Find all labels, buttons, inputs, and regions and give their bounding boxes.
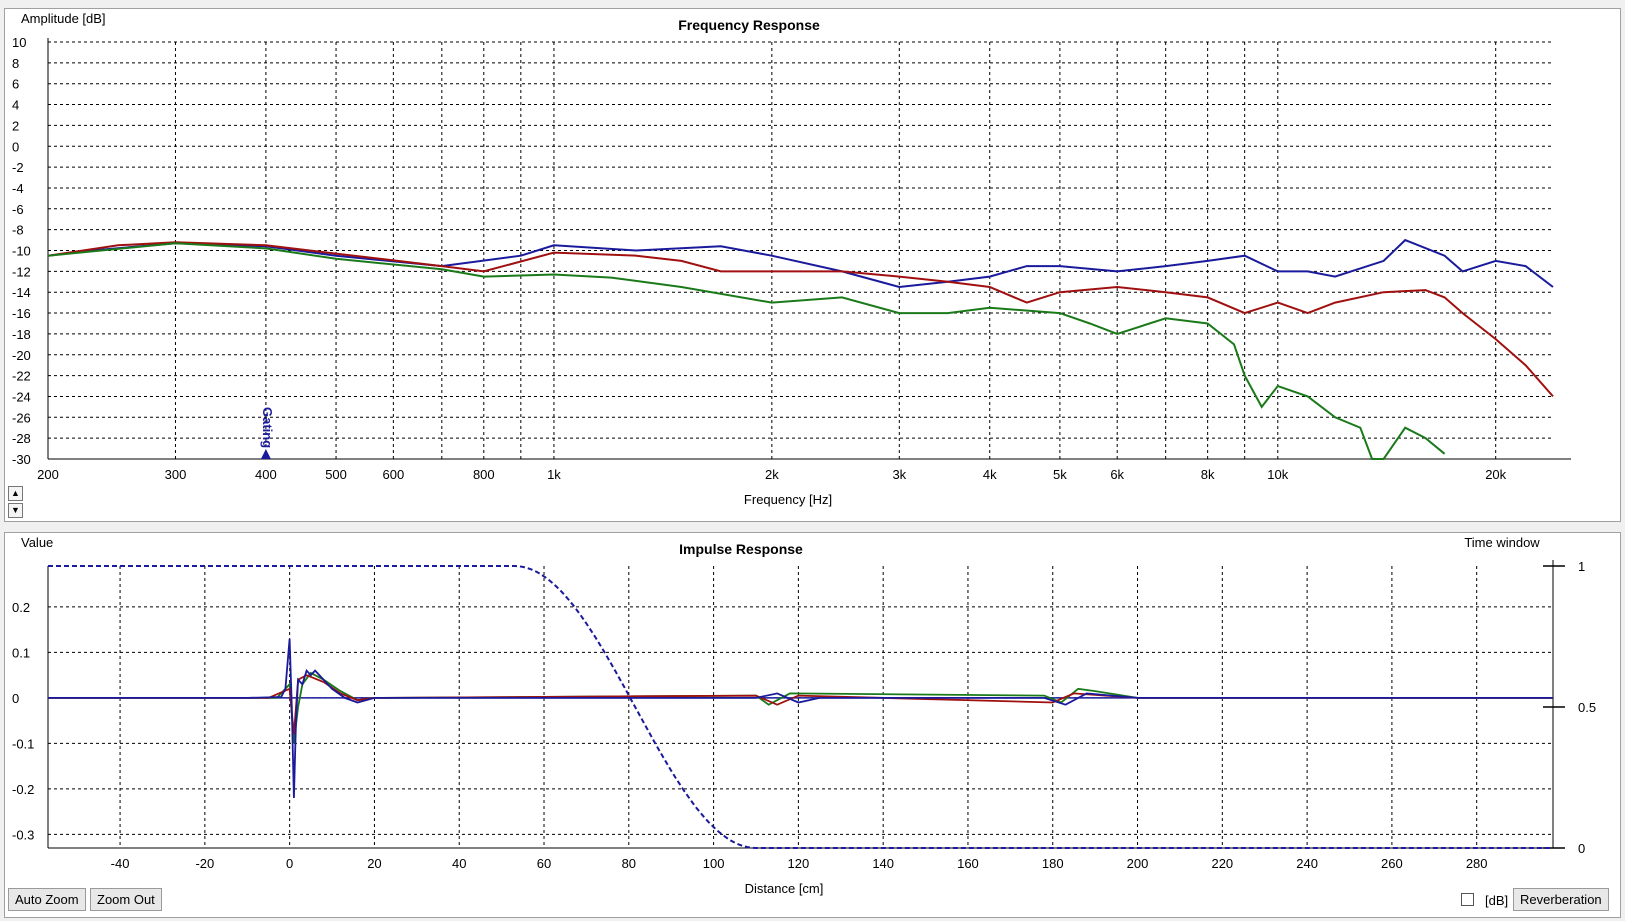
freq-y-tick-label: -20 [12, 348, 31, 363]
impulse-plot-area[interactable]: -40 -20 0 20 40 60 80 100 120 140 160 180 200 220 240 2… [12, 559, 1596, 871]
freq-y-tick-label: -18 [12, 327, 31, 342]
frequency-plot-area[interactable]: 10 8 6 4 2 0 -2 -4 -6 -8 -10 -12 -14 -16 -18 -20 -22 -24 -… [12, 35, 1571, 482]
freq-y-tick-label: -26 [12, 410, 31, 425]
freq-x-tick-label: 800 [473, 467, 495, 482]
freq-y-tick-label: -22 [12, 369, 31, 384]
freq-y-tick-label: -2 [12, 160, 24, 175]
time-window-tick-label: 0 [1578, 841, 1585, 856]
freq-y-tick-label: -4 [12, 181, 24, 196]
db-checkbox-label: [dB] [1485, 893, 1509, 908]
impulse-x-tick-label: 240 [1296, 856, 1318, 871]
freq-y-tick-label: 0 [12, 139, 19, 154]
freq-x-tick-label: 4k [983, 467, 997, 482]
freq-x-tick-label: 500 [325, 467, 347, 482]
time-window-curve [48, 565, 1553, 849]
impulse-x-tick-label: 220 [1211, 856, 1233, 871]
freq-y-tick-label: -6 [12, 202, 24, 217]
freq-y-tick-label: -16 [12, 306, 31, 321]
freq-x-tick-label: 20k [1485, 467, 1506, 482]
freq-series-red [47, 241, 1554, 398]
freq-y-tick-label: 2 [12, 118, 19, 133]
freq-y-tick-label: -12 [12, 264, 31, 279]
gating-marker-label[interactable]: Gating [260, 407, 275, 448]
impulse-x-axis-label: Distance [cm] [745, 881, 824, 896]
freq-x-tick-label: 10k [1267, 467, 1288, 482]
impulse-x-tick-label: 200 [1127, 856, 1149, 871]
freq-y-tick-label: -30 [12, 452, 31, 467]
freq-y-tick-label: -28 [12, 431, 31, 446]
freq-y-tick-label: -8 [12, 223, 24, 238]
impulse-y-axis-label: Value [21, 535, 53, 550]
impulse-x-tick-label: 260 [1381, 856, 1403, 871]
impulse-x-tick-label: 20 [367, 856, 381, 871]
freq-chart-title: Frequency Response [678, 17, 820, 33]
freq-x-tick-label: 1k [547, 467, 561, 482]
freq-y-tick-label: -10 [12, 244, 31, 259]
freq-y-tick-label: -14 [12, 285, 31, 300]
time-window-axis-label: Time window [1464, 535, 1540, 550]
impulse-x-tick-label: 120 [788, 856, 810, 871]
impulse-x-tick-label: 140 [872, 856, 894, 871]
db-checkbox[interactable] [1461, 893, 1474, 906]
impulse-y-tick-label: 0 [12, 691, 19, 706]
spin-up-button[interactable]: ▲ [8, 486, 23, 501]
freq-x-tick-label: 200 [37, 467, 59, 482]
spin-down-button[interactable]: ▼ [8, 503, 23, 518]
reverberation-button[interactable]: Reverberation [1513, 888, 1609, 911]
impulse-x-tick-label: 100 [703, 856, 725, 871]
freq-x-tick-label: 600 [383, 467, 405, 482]
impulse-x-tick-label: 80 [622, 856, 636, 871]
freq-y-tick-label: 6 [12, 77, 19, 92]
impulse-y-tick-label: -0.2 [12, 782, 34, 797]
freq-x-tick-label: 2k [765, 467, 779, 482]
impulse-x-tick-label: 40 [452, 856, 466, 871]
freq-y-tick-label: 10 [12, 35, 26, 50]
time-window-tick-label: 1 [1578, 559, 1585, 574]
freq-x-tick-label: 400 [255, 467, 277, 482]
impulse-series-green [48, 671, 1553, 744]
impulse-series-blue [48, 638, 1553, 799]
impulse-x-tick-label: -20 [195, 856, 214, 871]
freq-x-tick-label: 3k [892, 467, 906, 482]
auto-zoom-button[interactable]: Auto Zoom [8, 888, 86, 911]
impulse-series-red [48, 674, 1553, 735]
zoom-out-button[interactable]: Zoom Out [90, 888, 162, 911]
freq-x-tick-label: 8k [1201, 467, 1215, 482]
impulse-y-tick-label: 0.2 [12, 600, 30, 615]
impulse-x-tick-label: 60 [537, 856, 551, 871]
freq-y-tick-label: -24 [12, 389, 31, 404]
impulse-x-tick-label: 280 [1466, 856, 1488, 871]
impulse-x-tick-label: 160 [957, 856, 979, 871]
freq-x-tick-label: 300 [165, 467, 187, 482]
freq-series-green [47, 242, 1446, 460]
impulse-response-panel [4, 532, 1621, 918]
time-window-tick-label: 0.5 [1578, 700, 1596, 715]
impulse-y-tick-label: 0.1 [12, 645, 30, 660]
freq-x-tick-label: 5k [1053, 467, 1067, 482]
freq-x-axis-label: Frequency [Hz] [744, 492, 832, 507]
gating-marker-icon[interactable] [260, 449, 271, 459]
impulse-x-tick-label: 0 [286, 856, 293, 871]
freq-y-axis-label: Amplitude [dB] [21, 11, 106, 26]
freq-x-tick-label: 6k [1110, 467, 1124, 482]
impulse-x-tick-label: -40 [111, 856, 130, 871]
impulse-chart-title: Impulse Response [679, 541, 803, 557]
impulse-y-tick-label: -0.3 [12, 827, 34, 842]
impulse-x-tick-label: 180 [1042, 856, 1064, 871]
freq-y-tick-label: 8 [12, 56, 19, 71]
freq-y-tick-label: 4 [12, 98, 19, 113]
impulse-y-tick-label: -0.1 [12, 736, 34, 751]
